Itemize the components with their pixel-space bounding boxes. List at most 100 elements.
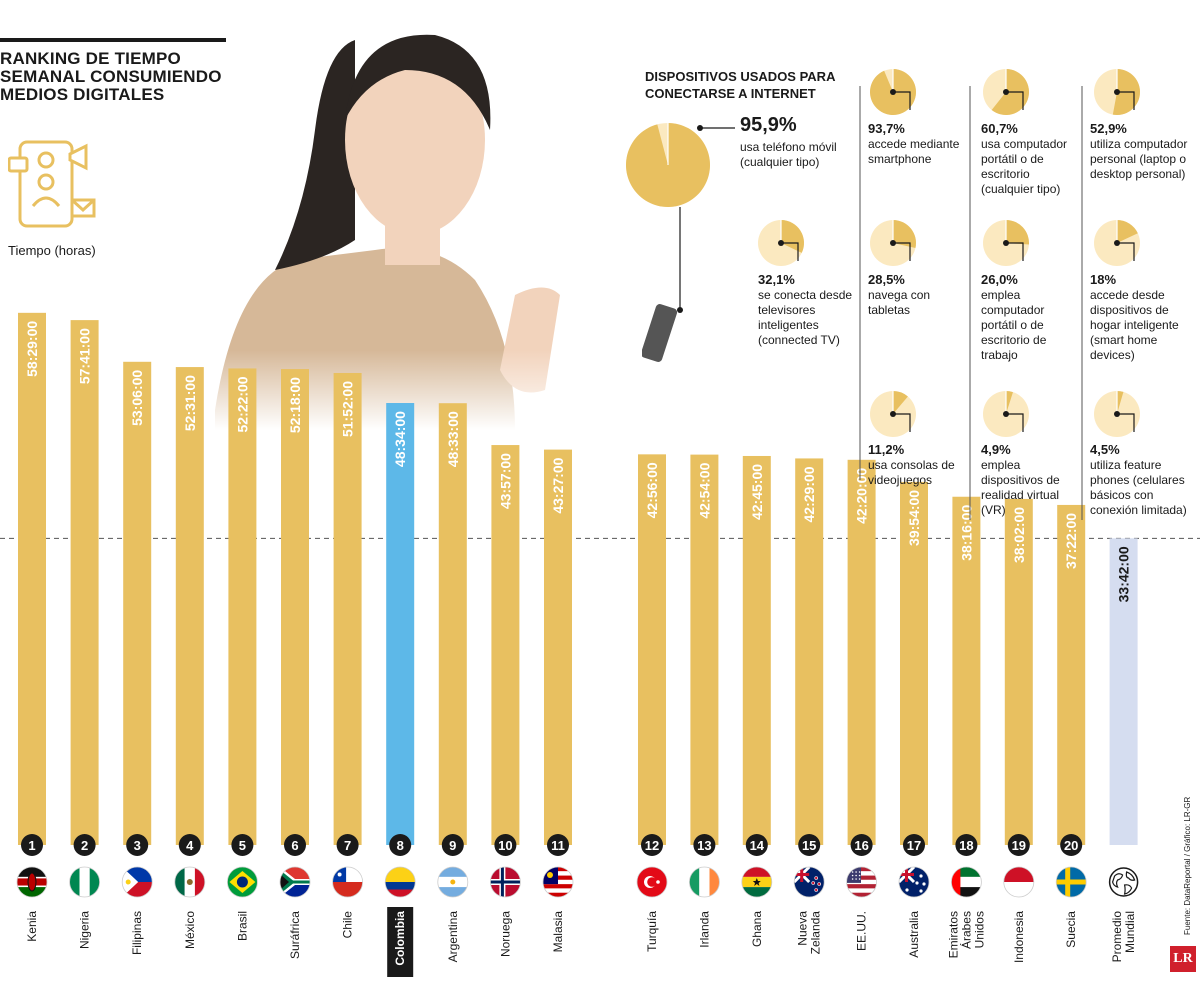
rank-badge [284, 834, 306, 856]
rank-number: 2 [81, 838, 88, 853]
device-percent: 95,9% [740, 114, 797, 136]
chart-title: RANKING DE TIEMPO SEMANAL CONSUMIENDO ME… [0, 49, 222, 104]
rank-badge [336, 834, 359, 856]
country-label: Australia [907, 911, 921, 958]
bar-value-label: 42:45:00 [749, 464, 765, 520]
bar-value-label: 48:33:00 [445, 411, 461, 467]
colombia-flag-icon [384, 866, 416, 898]
bar [742, 455, 771, 845]
rank-number: 15 [802, 838, 816, 853]
connector-line [893, 413, 911, 432]
bar [175, 367, 204, 845]
south-africa-flag-icon [279, 866, 311, 898]
device-description: accede mediante smartphone [868, 137, 960, 166]
rank-badge [850, 834, 873, 856]
device-user-icon [8, 140, 96, 228]
country-label: Ghana [750, 911, 764, 947]
rank-number: 6 [291, 838, 298, 853]
device-percent: 28,5% [868, 272, 905, 287]
country-label: Chile [341, 911, 355, 939]
bar [952, 496, 981, 845]
bar-value-label: 43:57:00 [497, 453, 513, 509]
device-percent: 11,2% [868, 442, 905, 457]
device-pie [983, 391, 1029, 437]
rank-number: 13 [697, 838, 711, 853]
indonesia-flag-icon [1003, 866, 1035, 898]
device-pie [1094, 391, 1140, 437]
device-pie [870, 391, 916, 437]
rank-number: 8 [397, 838, 404, 853]
country-label: Mundial [1123, 911, 1137, 953]
bar-value-label: 42:20:00 [854, 468, 870, 524]
country-label: Brasil [235, 911, 249, 941]
rank-badge [745, 834, 768, 856]
device-pie [1094, 69, 1141, 116]
australia-flag-icon [898, 866, 930, 898]
connector-line [893, 91, 911, 110]
bar-value-label: 42:54:00 [696, 462, 712, 518]
bar [900, 481, 928, 845]
rank-badge [441, 834, 464, 856]
country-label: Kenia [25, 911, 39, 942]
rank-badge [693, 834, 716, 856]
device-pie [758, 220, 805, 266]
country-label: Suráfrica [288, 911, 302, 959]
y-axis-label: Tiempo (horas) [8, 243, 96, 258]
bar-value-label: 52:31:00 [182, 375, 198, 431]
bar-value-label: 48:34:00 [392, 411, 408, 467]
rank-badge [21, 834, 43, 856]
country-label: México [183, 911, 197, 949]
device-description: usa consolas de videojuegos [868, 458, 955, 487]
lr-logo: LR [1170, 946, 1196, 972]
devices-title: DISPOSITIVOS USADOS PARA CONECTARSE A IN… [645, 69, 835, 101]
rank-number: 9 [449, 838, 456, 853]
country-label: EE.UU. [855, 911, 869, 951]
rank-number: 1 [28, 838, 35, 853]
rank-badge [126, 834, 149, 856]
rank-number: 19 [1012, 838, 1026, 853]
country-label: Noruega [498, 911, 512, 957]
pie-slice [893, 391, 908, 414]
bar-value-label: 52:18:00 [287, 377, 303, 433]
rank-number: 5 [239, 838, 246, 853]
bar-value-label: 42:29:00 [801, 466, 817, 522]
source-note: Fuente: DataReportal / Gráfico: LR-GR [1183, 796, 1192, 935]
rank-number: 11 [551, 838, 565, 853]
bar [690, 454, 719, 845]
bar-value-label: 42:56:00 [644, 462, 660, 518]
rank-number: 3 [134, 838, 141, 853]
country-label: Zelanda [809, 911, 823, 955]
rank-badge [798, 834, 821, 856]
bar [1057, 504, 1086, 845]
device-description: accede desde dispositivos de hogar intel… [1090, 288, 1179, 362]
country-label: Colombia [393, 911, 407, 966]
rank-badge [231, 834, 254, 856]
country-label: Indonesia [1012, 911, 1026, 963]
connector-line [1117, 413, 1135, 432]
country-label: Irlanda [697, 911, 711, 948]
rank-number: 16 [854, 838, 868, 853]
rank-badge [955, 834, 978, 856]
kenya-flag-icon [16, 866, 48, 898]
device-percent: 32,1% [758, 272, 795, 287]
pie-slice [893, 220, 916, 249]
bar-value-label: 38:02:00 [1011, 507, 1027, 563]
device-percent: 26,0% [981, 272, 1018, 287]
device-description: utiliza feature phones (celulares básico… [1090, 458, 1187, 517]
connector-line [781, 242, 799, 261]
rank-badge [1007, 834, 1030, 856]
bar [638, 454, 666, 845]
norway-flag-icon [489, 866, 521, 898]
device-pie [870, 69, 917, 115]
brazil-flag-icon [226, 866, 258, 898]
bar [1004, 498, 1033, 845]
device-percent: 93,7% [868, 121, 905, 136]
turkey-flag-icon [636, 866, 668, 898]
pie-slice [1117, 220, 1138, 243]
rank-number: 7 [344, 838, 351, 853]
country-label: Suecia [1064, 911, 1078, 948]
pie-slice [1006, 220, 1029, 245]
rank-number: 12 [645, 838, 659, 853]
bar-value-label: 57:41:00 [77, 328, 93, 384]
